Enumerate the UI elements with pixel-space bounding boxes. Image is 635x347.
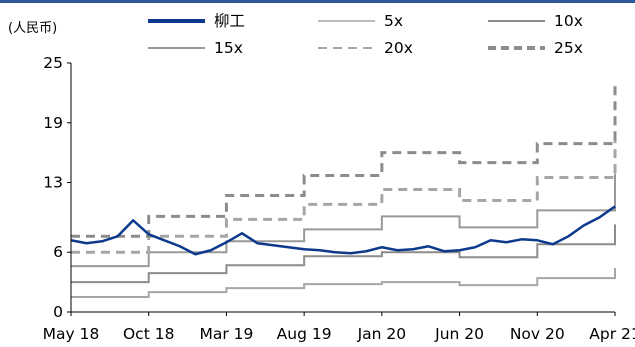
legend-label-5x: 5x — [384, 12, 403, 30]
y-tick-label: 25 — [43, 54, 63, 72]
series-line-10x — [71, 224, 616, 284]
series-line-5x — [71, 268, 616, 299]
x-tick-label: Apr 21 — [589, 325, 635, 343]
legend: 柳工 5x 10x 15x 20x 25x — [148, 12, 583, 57]
x-tick-label: Jun 20 — [434, 325, 484, 343]
series-line-price — [70, 205, 616, 256]
plot-area — [70, 85, 617, 299]
legend-label-20x: 20x — [384, 39, 413, 57]
axes: 0 6 13 19 25 May 18 Oct 18 Mar 19 Aug 19 Jan 20 Ju… — [43, 54, 635, 343]
x-tick-label: Jan 20 — [357, 325, 407, 343]
series-line-20x — [71, 130, 617, 254]
legend-label-15x: 15x — [214, 39, 243, 57]
x-tick-label: Nov 20 — [510, 325, 565, 343]
x-tick-label: Aug 19 — [277, 325, 332, 343]
top-border — [0, 0, 635, 3]
series-line-15x — [71, 173, 616, 268]
y-tick-label: 0 — [53, 303, 63, 321]
y-axis-title: (人民币) — [8, 21, 57, 36]
y-tick-label: 13 — [43, 174, 63, 192]
legend-label-10x: 10x — [554, 12, 583, 30]
legend-label-25x: 25x — [554, 39, 583, 57]
series-line-25x — [71, 85, 617, 238]
x-tick-label: May 18 — [43, 325, 100, 343]
x-tick-label: Oct 18 — [123, 325, 174, 343]
legend-label-柳工: 柳工 — [214, 12, 245, 30]
x-tick-label: Mar 19 — [199, 325, 253, 343]
y-tick-label: 19 — [43, 114, 63, 132]
y-tick-label: 6 — [53, 243, 63, 261]
